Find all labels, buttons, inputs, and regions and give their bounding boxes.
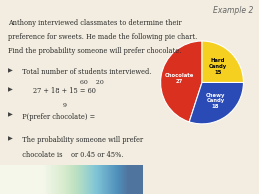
Text: 9: 9 [62, 103, 66, 108]
Text: 27 + 18 + 15 = 60: 27 + 18 + 15 = 60 [18, 87, 96, 95]
Text: Chewy
Candy
18: Chewy Candy 18 [206, 93, 225, 109]
Text: ▶: ▶ [8, 68, 12, 73]
Wedge shape [202, 41, 243, 82]
Text: ▶: ▶ [8, 87, 12, 92]
Text: P(prefer chocolate) =: P(prefer chocolate) = [18, 113, 95, 120]
Text: preference for sweets. He made the following pie chart.: preference for sweets. He made the follo… [8, 33, 197, 41]
Text: Anthony interviewed classmates to determine their: Anthony interviewed classmates to determ… [8, 19, 181, 27]
Text: Find the probability someone will prefer chocolate.: Find the probability someone will prefer… [8, 47, 181, 55]
Text: The probability someone will prefer: The probability someone will prefer [18, 136, 143, 144]
Wedge shape [161, 41, 202, 122]
Text: Hard
Candy
15: Hard Candy 15 [209, 58, 227, 75]
Text: Chocolate
27: Chocolate 27 [165, 74, 194, 84]
Text: chocolate is    or 0.45 or 45%.: chocolate is or 0.45 or 45%. [18, 151, 124, 159]
Text: ▶: ▶ [8, 113, 12, 118]
Text: 60    20: 60 20 [80, 80, 104, 85]
Text: Example 2: Example 2 [213, 6, 254, 15]
Text: ▶: ▶ [8, 136, 12, 141]
Wedge shape [189, 82, 243, 124]
Text: Total number of students interviewed.: Total number of students interviewed. [18, 68, 152, 76]
